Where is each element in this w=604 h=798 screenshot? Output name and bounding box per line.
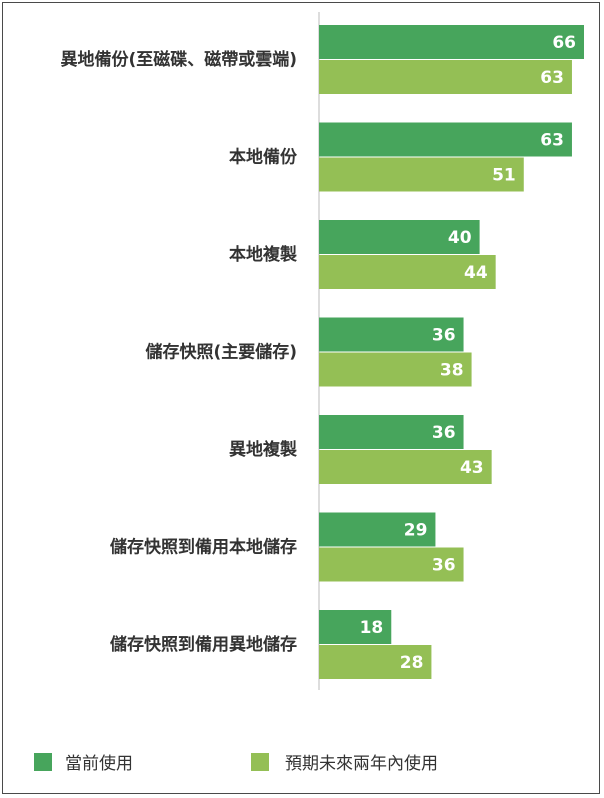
data-label-current-5: 36: [432, 423, 456, 443]
bar-current-5: [319, 415, 464, 449]
category-label-2: 本地備份: [229, 147, 298, 168]
data-label-current-6: 29: [404, 521, 428, 541]
legend-swatch-current: [34, 753, 52, 771]
data-label-future-7: 28: [400, 653, 424, 673]
category-label-4: 儲存快照(主要儲存): [145, 342, 297, 363]
legend-label-current: 當前使用: [65, 753, 133, 774]
category-label-3: 本地複製: [229, 244, 297, 265]
bar-future-2: [319, 157, 524, 192]
bar-future-5: [319, 450, 492, 484]
bar-current-4: [319, 317, 464, 352]
data-label-current-4: 36: [432, 326, 456, 346]
data-label-future-3: 44: [464, 263, 488, 283]
data-label-future-6: 36: [432, 556, 456, 576]
data-label-current-1: 66: [552, 33, 576, 53]
bar-future-1: [319, 60, 572, 94]
bar-current-1: [319, 25, 584, 59]
bar-current-7: [319, 610, 392, 644]
bar-future-7: [319, 645, 432, 679]
data-label-future-5: 43: [460, 458, 484, 478]
data-label-future-4: 38: [440, 361, 464, 381]
category-label-7: 儲存快照到備用異地儲存: [110, 634, 297, 655]
data-label-future-2: 51: [492, 166, 516, 186]
category-label-5: 異地複製: [229, 439, 297, 460]
legend-swatch-future: [251, 753, 269, 771]
bar-current-2: [319, 122, 572, 157]
legend-label-future: 預期未來兩年內使用: [285, 753, 438, 774]
category-label-6: 儲存快照到備用本地儲存: [110, 537, 297, 558]
bar-current-6: [319, 512, 436, 547]
category-label-1: 異地備份(至磁碟、磁帶或雲端): [60, 49, 297, 70]
data-label-current-7: 18: [360, 618, 384, 638]
data-label-future-1: 63: [540, 68, 564, 88]
data-label-current-3: 40: [448, 228, 472, 248]
bar-future-6: [319, 547, 464, 582]
data-label-current-2: 63: [540, 131, 564, 151]
bar-future-3: [319, 255, 496, 289]
bar-current-3: [319, 220, 480, 254]
bar-future-4: [319, 352, 472, 387]
